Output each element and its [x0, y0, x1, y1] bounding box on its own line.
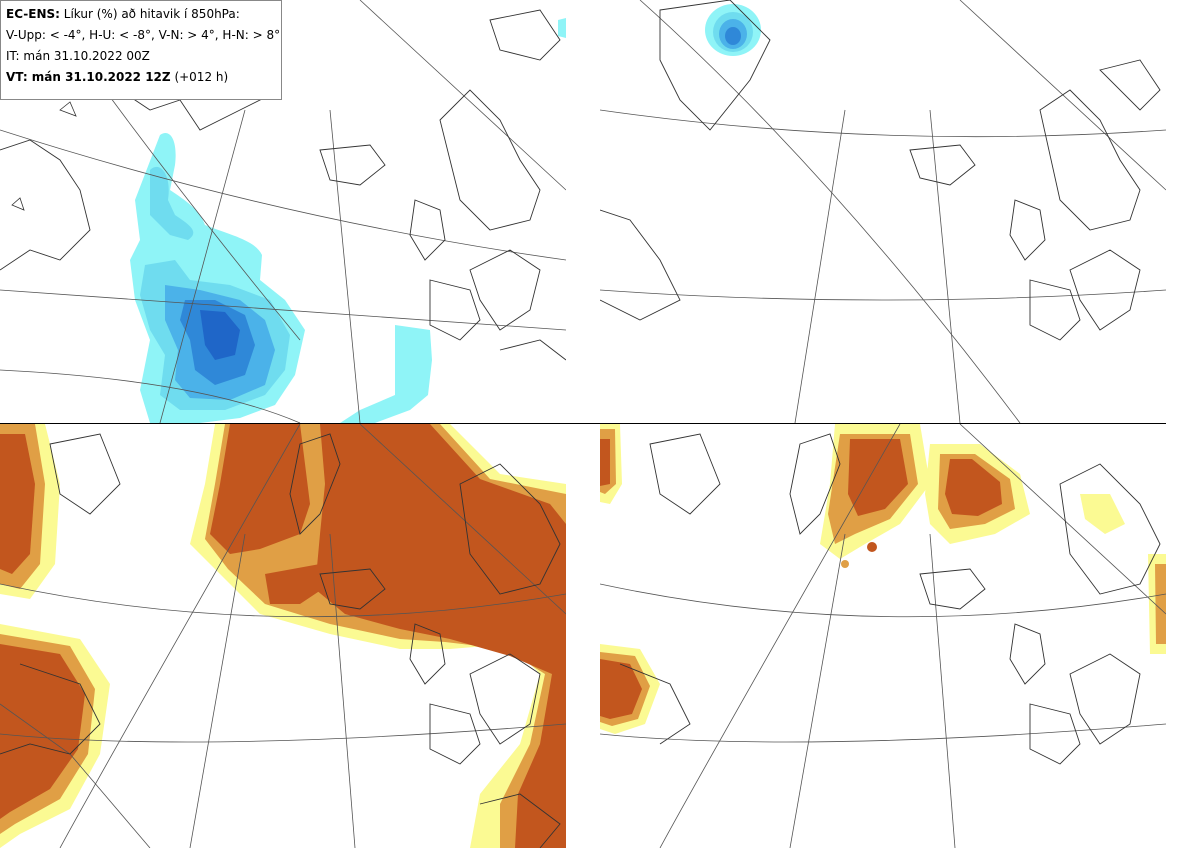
panel-divider [0, 423, 1166, 424]
probability-field [130, 18, 566, 423]
coastlines [0, 433, 561, 848]
coastlines [619, 433, 1161, 765]
map-legend-header: EC-ENS: Líkur (%) að hitavik í 850hPa: V… [0, 0, 282, 100]
threshold-text: V-Upp: < -4°, H-U: < -8°, V-N: > 4°, H-N… [6, 28, 281, 42]
map-panel-v-upp: EC-ENS: Líkur (%) að hitavik í 850hPa: V… [0, 0, 566, 423]
map-v-upp [0, 0, 566, 423]
valid-time: VT: mán 31.10.2022 12Z [6, 70, 171, 84]
probability-field [600, 424, 1166, 734]
probability-field [705, 4, 761, 56]
model-name: EC-ENS: [6, 7, 60, 21]
map-panel-v-n: 1009565355 [0, 424, 566, 848]
graticule [600, 424, 1166, 848]
map-panel-h-n: 1009565355 [600, 424, 1166, 848]
map-h-u [600, 0, 1166, 423]
coastlines [600, 0, 1161, 341]
map-panel-h-u: 1009565355 [600, 0, 1166, 423]
graticule [0, 0, 566, 423]
graticule [600, 0, 1166, 423]
map-v-n [0, 424, 566, 848]
map-title: Líkur (%) að hitavik í 850hPa: [63, 7, 240, 21]
probability-field [0, 424, 566, 848]
initial-time: IT: mán 31.10.2022 00Z [6, 49, 150, 63]
map-h-n [600, 424, 1166, 848]
coastlines [0, 9, 566, 361]
forecast-offset: (+012 h) [174, 70, 229, 84]
